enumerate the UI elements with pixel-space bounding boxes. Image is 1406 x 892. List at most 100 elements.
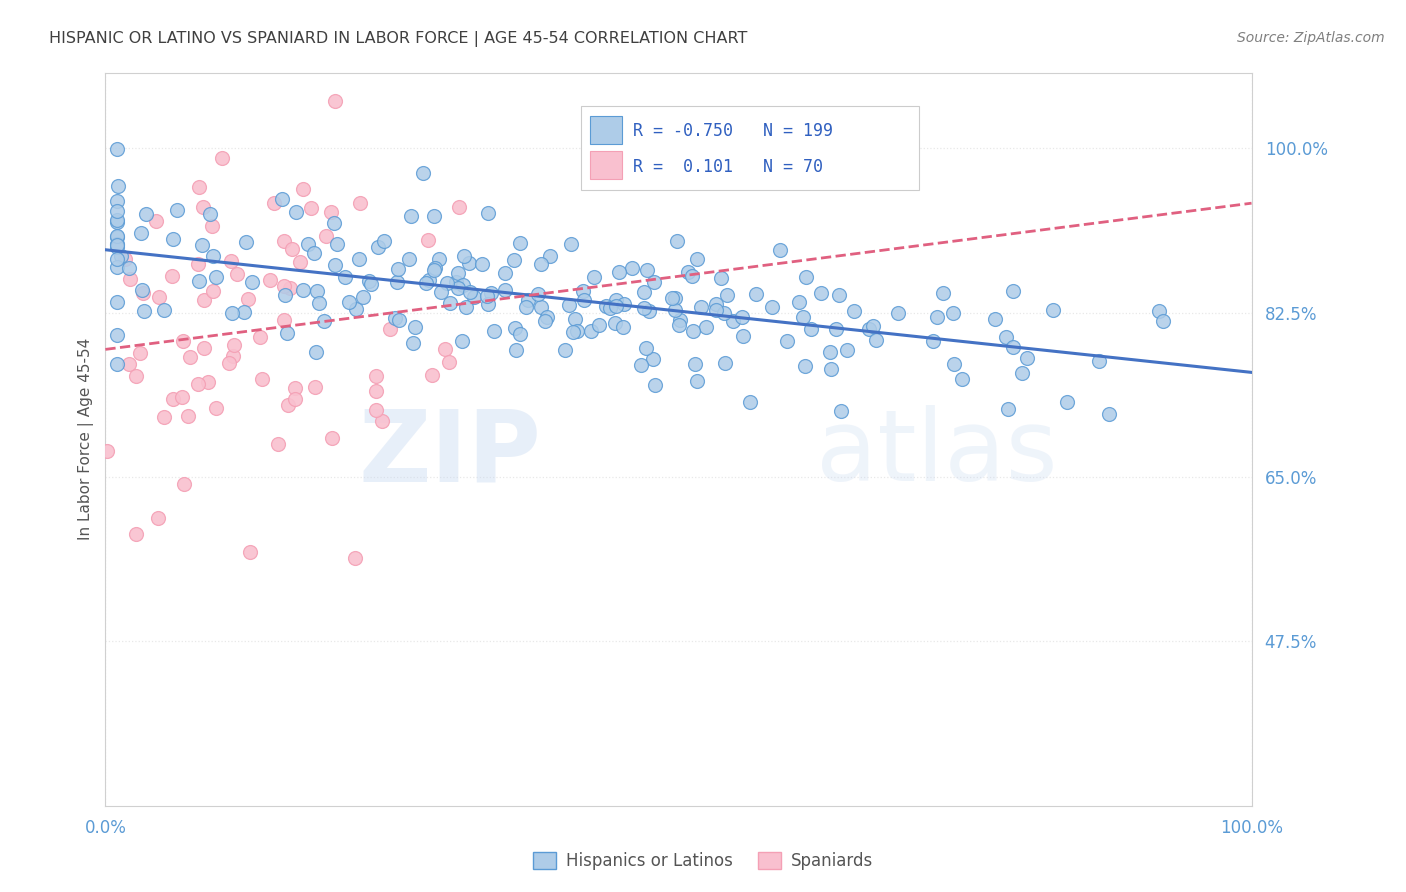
Point — [621, 260, 644, 275]
Point — [682, 324, 704, 338]
Point — [197, 375, 219, 389]
Point — [422, 263, 444, 277]
Point — [198, 207, 221, 221]
Point — [131, 286, 153, 301]
Point — [188, 179, 211, 194]
Point — [321, 205, 343, 219]
Point — [984, 312, 1007, 326]
Point — [690, 300, 713, 314]
Point — [562, 325, 585, 339]
Point — [842, 304, 865, 318]
Point — [669, 313, 692, 327]
Point — [588, 318, 610, 332]
Point — [105, 295, 128, 310]
Point — [201, 249, 224, 263]
Point — [710, 271, 733, 285]
Point — [259, 273, 281, 287]
Point — [190, 238, 212, 252]
Point — [360, 277, 382, 292]
Point — [477, 206, 499, 220]
Point — [187, 377, 209, 392]
Point — [515, 301, 537, 315]
Point — [271, 192, 294, 206]
Point — [193, 293, 215, 307]
Point — [312, 313, 335, 327]
Point — [378, 322, 401, 336]
Point — [661, 292, 683, 306]
Point — [352, 290, 374, 304]
Y-axis label: In Labor Force | Age 45-54: In Labor Force | Age 45-54 — [79, 338, 94, 541]
Point — [422, 368, 444, 382]
Point — [865, 334, 887, 348]
Point — [105, 194, 128, 209]
Point — [925, 310, 948, 324]
Point — [792, 310, 814, 324]
Point — [398, 252, 420, 266]
Point — [278, 281, 301, 295]
Point — [434, 342, 457, 356]
Point — [1147, 303, 1170, 318]
Text: HISPANIC OR LATINO VS SPANIARD IN LABOR FORCE | AGE 45-54 CORRELATION CHART: HISPANIC OR LATINO VS SPANIARD IN LABOR … — [49, 31, 748, 47]
Point — [458, 285, 481, 300]
Point — [240, 275, 263, 289]
Point — [530, 256, 553, 270]
Point — [536, 310, 558, 324]
Point — [105, 237, 128, 252]
Point — [118, 260, 141, 275]
Point — [277, 398, 299, 412]
Point — [430, 285, 453, 300]
Point — [595, 299, 617, 313]
Point — [1088, 354, 1111, 368]
Point — [202, 284, 225, 298]
Point — [787, 295, 810, 310]
Point — [132, 303, 155, 318]
Point — [447, 200, 470, 214]
Point — [418, 273, 440, 287]
Point — [794, 270, 817, 285]
Point — [453, 249, 475, 263]
Point — [347, 252, 370, 266]
Point — [695, 320, 717, 334]
Point — [148, 511, 170, 525]
Point — [820, 362, 842, 376]
Point — [862, 318, 884, 333]
Point — [297, 237, 319, 252]
Point — [388, 313, 411, 327]
Point — [825, 322, 848, 336]
Point — [219, 253, 242, 268]
Point — [681, 268, 703, 283]
Point — [322, 216, 344, 230]
Point — [105, 252, 128, 266]
Point — [105, 142, 128, 156]
Point — [761, 300, 783, 314]
Point — [239, 545, 262, 559]
Point — [534, 314, 557, 328]
Point — [886, 306, 908, 320]
Point — [335, 270, 357, 285]
Point — [273, 312, 295, 326]
Point — [235, 235, 257, 249]
Point — [612, 319, 634, 334]
Point — [186, 258, 208, 272]
Point — [105, 327, 128, 342]
Point — [307, 284, 329, 298]
Point — [943, 358, 966, 372]
Point — [131, 283, 153, 297]
Point — [416, 233, 439, 247]
Point — [643, 275, 665, 289]
Point — [412, 166, 434, 180]
Point — [607, 265, 630, 279]
Point — [526, 287, 548, 301]
Point — [105, 229, 128, 244]
Point — [145, 214, 167, 228]
Point — [308, 295, 330, 310]
Point — [292, 182, 315, 196]
Point — [477, 296, 499, 310]
Point — [337, 295, 360, 310]
Point — [249, 330, 271, 344]
Point — [769, 243, 792, 257]
Point — [641, 352, 664, 367]
Point — [704, 303, 727, 318]
Point — [538, 249, 561, 263]
Point — [447, 281, 470, 295]
